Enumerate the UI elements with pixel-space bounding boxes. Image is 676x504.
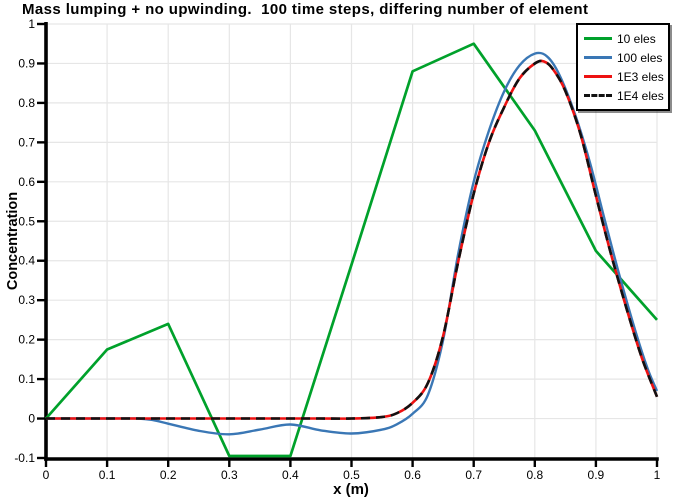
x-tick-label: 0.5 xyxy=(343,468,360,482)
x-tick-label: 0.1 xyxy=(99,468,116,482)
legend-label: 100 eles xyxy=(617,50,663,65)
legend-line-sample-10-eles xyxy=(584,37,612,40)
y-tick-label: 0.9 xyxy=(18,56,35,70)
x-tick-label: 0.3 xyxy=(221,468,238,482)
x-tick-label: 0.9 xyxy=(588,468,605,482)
legend: 10 eles 100 eles 1E3 eles 1E4 eles xyxy=(576,23,670,111)
y-axis-label: Concentration xyxy=(5,191,21,291)
x-tick-label: 0.6 xyxy=(404,468,421,482)
legend-item: 10 eles xyxy=(584,29,664,48)
y-tick-label: 0.3 xyxy=(18,293,35,307)
x-tick-label: 0.2 xyxy=(160,468,177,482)
y-tick-label: 1 xyxy=(28,17,35,31)
plot-title: Mass lumping + no upwinding. 100 time st… xyxy=(22,1,589,18)
y-tick-label: -0.1 xyxy=(14,451,35,465)
legend-item: 1E3 eles xyxy=(584,67,664,86)
y-tick-label: 0.7 xyxy=(18,135,35,149)
legend-line-sample-100-eles xyxy=(584,56,612,59)
y-tick-label: 0.2 xyxy=(18,333,35,347)
legend-item: 100 eles xyxy=(584,48,664,67)
series-line-1e4-eles xyxy=(46,59,659,420)
legend-line-sample-1e3-eles xyxy=(584,75,612,78)
y-tick-label: 0.4 xyxy=(18,254,35,268)
legend-line-sample-1e4-eles xyxy=(584,94,612,97)
x-axis-label: x (m) xyxy=(333,481,369,498)
x-tick-label: 0.7 xyxy=(465,468,482,482)
y-tick-label: 0 xyxy=(28,412,35,426)
y-tick-label: 0.8 xyxy=(18,96,35,110)
y-tick-label: 0.1 xyxy=(18,372,35,386)
legend-label: 1E4 eles xyxy=(617,88,664,103)
legend-label: 10 eles xyxy=(617,31,656,46)
legend-item: 1E4 eles xyxy=(584,86,664,105)
y-tick-label: 0.6 xyxy=(18,175,35,189)
y-tick-label: 0.5 xyxy=(18,214,35,228)
legend-label: 1E3 eles xyxy=(617,69,664,84)
series-line-10-eles xyxy=(44,42,659,458)
x-tick-label: 1 xyxy=(654,468,661,482)
x-tick-label: 0 xyxy=(43,468,50,482)
x-tick-label: 0.4 xyxy=(282,468,299,482)
series-line-100-eles xyxy=(46,51,659,436)
x-tick-label: 0.8 xyxy=(526,468,543,482)
